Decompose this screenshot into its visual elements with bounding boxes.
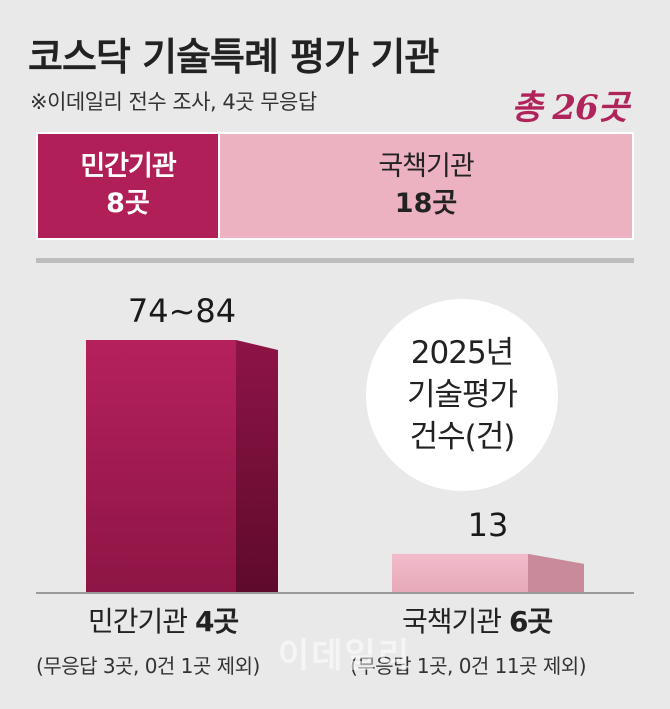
bar-side-private: [236, 340, 278, 593]
total-count: 총 26곳: [511, 88, 629, 128]
category-note-private: (무응답 3곳, 0건 1곳 제외): [36, 654, 260, 678]
circle-line-metric: 기술평가: [406, 377, 518, 413]
category-name-public: 국책기관: [402, 605, 502, 638]
metric-circle: 2025년 기술평가 건수(건): [366, 299, 558, 491]
category-label-public: 국책기관 6곳: [402, 600, 553, 640]
bar-public: [392, 553, 528, 593]
category-name-private: 민간기관: [88, 605, 188, 638]
circle-line-unit: 건수(건): [409, 419, 516, 455]
circle-line-year: 2025년: [410, 335, 514, 371]
private-segment: 민간기관 8곳: [38, 134, 220, 238]
institution-split-bar: 민간기관 8곳 국책기관 18곳: [36, 132, 634, 240]
value-label-public: 13: [468, 506, 509, 544]
category-label-private: 민간기관 4곳: [88, 600, 239, 640]
watermark: 이데일리: [278, 636, 412, 676]
private-segment-count: 8곳: [106, 188, 150, 219]
value-label-private: 74~84: [128, 292, 236, 330]
public-segment-name: 국책기관: [378, 151, 474, 182]
category-count-private: 4곳: [194, 605, 239, 638]
section-divider: [36, 258, 634, 263]
category-count-public: 6곳: [508, 605, 553, 638]
bar-side-public: [528, 553, 584, 593]
public-segment-count: 18곳: [394, 188, 458, 219]
category-note-public: (무응답 1곳, 0건 11곳 제외): [350, 654, 587, 678]
chart-title: 코스닥 기술특례 평가 기관: [28, 35, 439, 79]
public-segment: 국책기관 18곳: [220, 134, 632, 238]
private-segment-name: 민간기관: [80, 151, 176, 182]
bar-private: [86, 340, 236, 593]
source-note: ※이데일리 전수 조사, 4곳 무응답: [30, 90, 317, 114]
